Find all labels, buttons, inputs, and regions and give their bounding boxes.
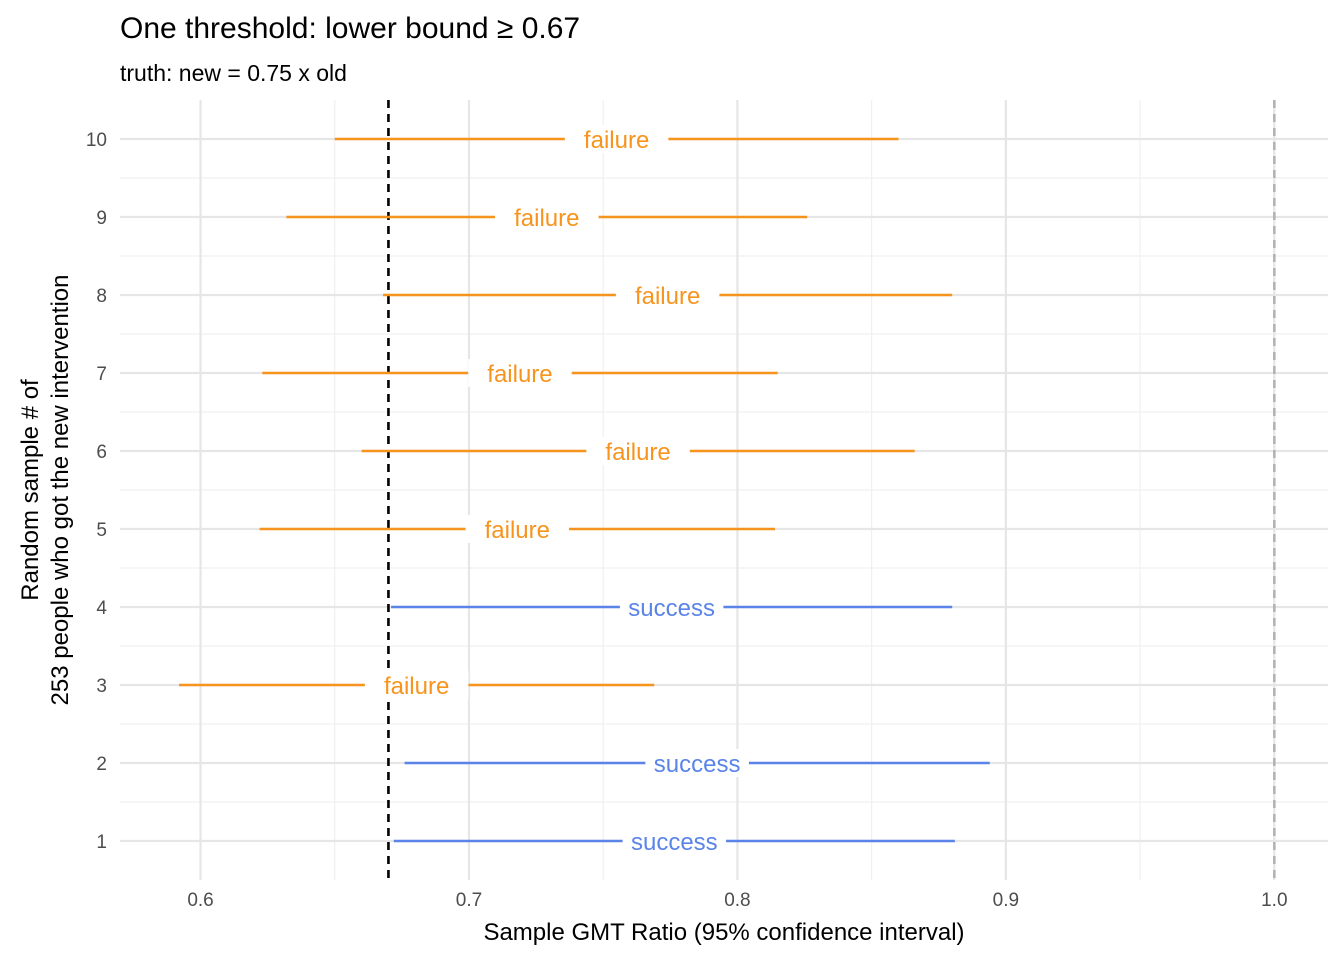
y-axis-title-line-1: Random sample # of bbox=[17, 379, 44, 601]
ci-row-3: failure bbox=[179, 671, 655, 700]
ci-label: success bbox=[631, 829, 718, 856]
y-tick-label: 10 bbox=[86, 130, 107, 151]
y-tick-label: 4 bbox=[96, 598, 107, 619]
ci-row-8: failure bbox=[383, 281, 953, 310]
ci-row-7: failure bbox=[262, 359, 778, 388]
ci-label-background bbox=[465, 515, 570, 543]
ci-label-background bbox=[619, 593, 724, 621]
ci-label: failure bbox=[514, 205, 579, 232]
ci-row-5: failure bbox=[259, 515, 776, 544]
y-tick-label: 9 bbox=[96, 208, 107, 229]
ci-label: success bbox=[628, 595, 715, 622]
ci-label-background bbox=[645, 749, 749, 777]
ci-row-6: failure bbox=[361, 437, 915, 466]
y-tick-label: 5 bbox=[96, 520, 107, 541]
ci-label-background bbox=[495, 203, 599, 231]
y-axis-title-line-2: 253 people who got the new intervention bbox=[47, 275, 74, 706]
x-tick-label: 0.8 bbox=[724, 890, 750, 911]
ci-label: failure bbox=[384, 673, 449, 700]
x-tick-label: 1.0 bbox=[1261, 890, 1287, 911]
ci-row-2: success bbox=[404, 749, 990, 778]
ci-row-10: failure bbox=[334, 125, 899, 154]
x-axis-ticks: 0.6 0.7 0.8 0.9 1.0 bbox=[187, 890, 1287, 911]
x-axis-title: Sample GMT Ratio (95% confidence interva… bbox=[483, 919, 964, 946]
ci-label: failure bbox=[485, 517, 550, 544]
ci-label: failure bbox=[487, 361, 552, 388]
ci-label: failure bbox=[605, 439, 670, 466]
ci-label-background bbox=[468, 359, 572, 387]
y-axis-ticks: 1 2 3 4 5 6 7 8 9 10 bbox=[86, 130, 108, 853]
chart-subtitle: truth: new = 0.75 x old bbox=[120, 60, 347, 86]
ci-row-9: failure bbox=[286, 203, 808, 232]
ci-row-1: success bbox=[393, 827, 955, 856]
ci-label-background bbox=[586, 437, 690, 465]
ci-label: success bbox=[654, 751, 741, 778]
data-marks: success success failure success failure failu… bbox=[179, 125, 990, 856]
x-tick-label: 0.6 bbox=[187, 890, 213, 911]
ci-label-background bbox=[564, 125, 669, 153]
y-tick-label: 6 bbox=[96, 442, 107, 463]
ci-label-background bbox=[615, 281, 720, 309]
ci-label: failure bbox=[584, 127, 649, 154]
y-tick-label: 1 bbox=[96, 832, 107, 853]
x-tick-label: 0.9 bbox=[993, 890, 1019, 911]
ci-label-background bbox=[622, 827, 727, 855]
chart-title: One threshold: lower bound ≥ 0.67 bbox=[120, 12, 580, 45]
ci-row-4: success bbox=[391, 593, 953, 622]
x-tick-label: 0.7 bbox=[456, 890, 482, 911]
ci-label: failure bbox=[635, 283, 700, 310]
y-tick-label: 2 bbox=[96, 754, 107, 775]
ci-label-background bbox=[364, 671, 469, 699]
y-tick-label: 3 bbox=[96, 676, 107, 697]
y-tick-label: 8 bbox=[96, 286, 107, 307]
reference-lines bbox=[387, 100, 1276, 880]
y-tick-label: 7 bbox=[96, 364, 107, 385]
